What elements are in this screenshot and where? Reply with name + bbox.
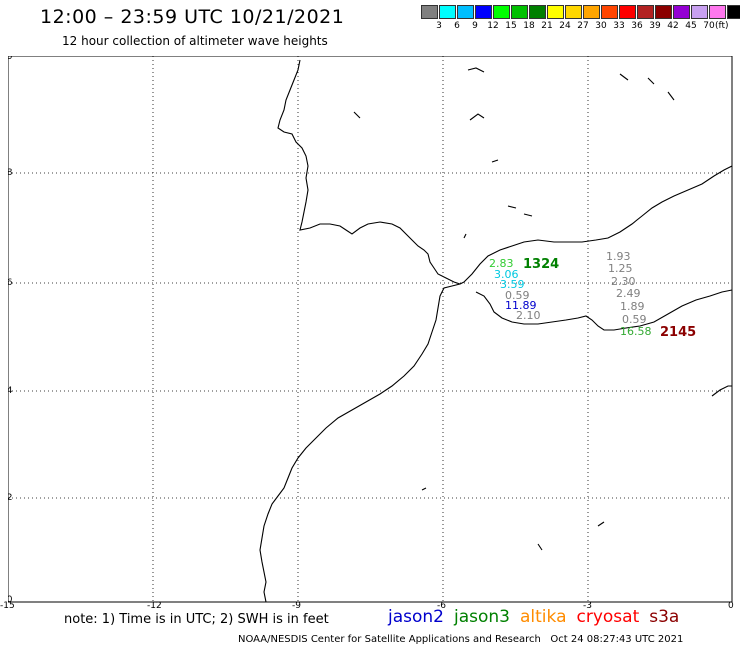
satellite-name: altika	[520, 607, 567, 627]
wave-height-value: 16.58	[620, 325, 652, 338]
legend-color-box	[529, 5, 546, 19]
lon-label: -15	[0, 601, 15, 611]
legend-tick-label: 21	[541, 21, 553, 31]
wave-height-value: 1.89	[620, 300, 645, 313]
pass-id-label: 2145	[660, 325, 696, 340]
satellite-name: jason3	[454, 607, 510, 627]
legend-tick-label: 3	[436, 21, 442, 31]
legend-tick-label: 33	[613, 21, 625, 31]
satellite-name: cryosat	[576, 607, 640, 627]
legend-color-box	[583, 5, 600, 19]
lat-label: 36	[8, 278, 13, 288]
legend-color-box	[673, 5, 690, 19]
wave-height-value: 2.30	[611, 275, 636, 288]
legend-tick-label: 36	[631, 21, 643, 31]
legend-color-box	[619, 5, 636, 19]
graticule	[8, 56, 732, 602]
wave-height-value: 3.06	[494, 268, 519, 281]
lat-label: 38	[8, 168, 13, 178]
legend-color-box	[709, 5, 726, 19]
wave-height-value: 2.83	[489, 257, 514, 270]
legend-tick-label: 18	[523, 21, 535, 31]
lon-label: -6	[437, 601, 446, 611]
legend-tick-label: 30	[595, 21, 607, 31]
legend-tick-label: 42	[667, 21, 679, 31]
latitude-labels: 40 38 36 34 32 30	[8, 56, 13, 605]
wave-height-value: 2.49	[616, 287, 641, 300]
legend-color-box	[691, 5, 708, 19]
map-subtitle: 12 hour collection of altimeter wave hei…	[62, 34, 328, 48]
legend-color-box	[421, 5, 438, 19]
lon-label: 0	[728, 601, 734, 611]
pass-id-label: 1324	[523, 257, 559, 272]
legend-tick-label: 9	[472, 21, 478, 31]
wave-height-value: 1.93	[606, 250, 631, 263]
wave-height-value: 2.10	[516, 309, 541, 322]
legend-color-box	[565, 5, 582, 19]
longitude-labels: -15 -12 -9 -6 -3 0	[0, 601, 740, 613]
wave-height-legend: 3 6 9 12 15 18 21 24 27 30 33 36 39 42 45 70	[421, 5, 740, 31]
lat-label: 32	[8, 493, 12, 503]
coastline	[259, 59, 733, 603]
wave-height-value: 0.59	[505, 289, 530, 302]
legend-tick-label: 24	[559, 21, 571, 31]
wave-height-value: 0.59	[622, 313, 647, 326]
legend-unit: (ft)	[715, 21, 729, 31]
legend-color-box	[655, 5, 672, 19]
legend-tick-label: 27	[577, 21, 589, 31]
legend-color-box	[601, 5, 618, 19]
legend-color-box	[457, 5, 474, 19]
wave-height-value: 1.25	[608, 262, 633, 275]
wave-height-map: 40 38 36 34 32 30 2.83 3.06 3.59 0.59 11…	[8, 56, 733, 605]
legend-tick-label: 45	[685, 21, 697, 31]
legend-color-box	[637, 5, 654, 19]
satellite-name: jason2	[388, 607, 444, 627]
pass-identifiers: 1324 2145	[523, 257, 696, 340]
legend-color-box	[493, 5, 510, 19]
legend-tick-label: 12	[487, 21, 499, 31]
satellite-name: s3a	[649, 607, 680, 627]
legend-tick-label: 39	[649, 21, 661, 31]
lat-label: 40	[8, 56, 13, 62]
legend-color-box	[475, 5, 492, 19]
footer-credit: NOAA/NESDIS Center for Satellite Applica…	[238, 634, 684, 645]
satellite-legend: jason2 jason3 altika cryosat s3a	[388, 607, 679, 627]
lat-label: 30	[8, 595, 13, 605]
lat-label: 34	[8, 386, 13, 396]
legend-color-scale	[421, 5, 740, 19]
legend-color-box	[727, 5, 740, 19]
legend-tick-label: 70	[703, 21, 715, 31]
legend-color-box	[439, 5, 456, 19]
lon-label: -9	[292, 601, 301, 611]
wave-height-value: 11.89	[505, 299, 537, 312]
lon-label: -12	[147, 601, 162, 611]
lon-label: -3	[583, 601, 592, 611]
legend-color-box	[511, 5, 528, 19]
note-text: note: 1) Time is in UTC; 2) SWH is in fe…	[64, 612, 329, 627]
legend-tick-label: 6	[454, 21, 460, 31]
wave-height-value: 3.59	[500, 278, 525, 291]
map-frame	[8, 56, 733, 603]
map-title: 12:00 – 23:59 UTC 10/21/2021	[40, 6, 345, 28]
wave-height-readings: 2.83 3.06 3.59 0.59 11.89 2.10 1.93 1.25…	[489, 250, 652, 338]
legend-tick-label: 15	[505, 21, 517, 31]
legend-color-box	[547, 5, 564, 19]
